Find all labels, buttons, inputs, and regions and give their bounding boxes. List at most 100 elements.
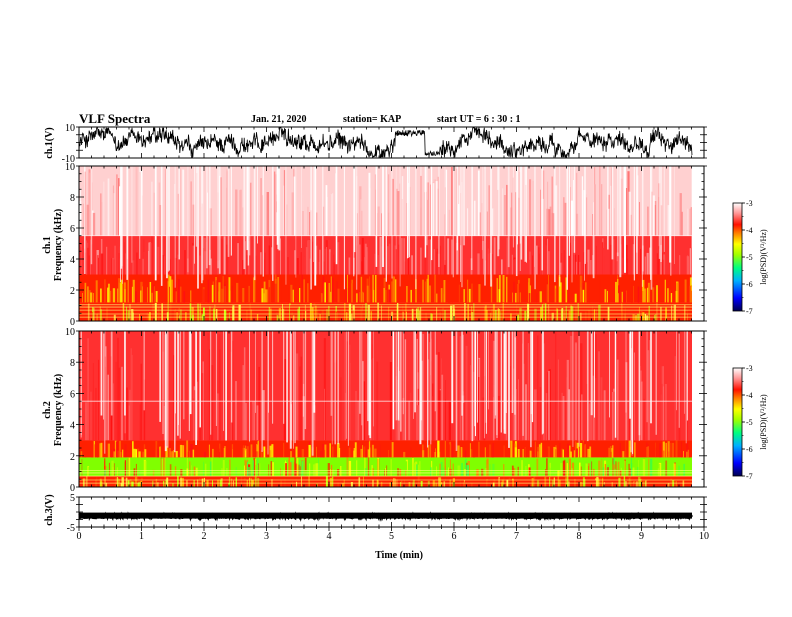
- ch2-spectrogram-impulse: [179, 331, 181, 439]
- ch1-spectrogram-streak: [418, 310, 420, 321]
- ch2-spectrogram-streak: [373, 481, 376, 487]
- ch2-spectrogram-streak: [371, 359, 372, 441]
- ch2-spectrogram-impulse: [331, 331, 333, 445]
- ch1-spectrogram-streak: [201, 314, 203, 321]
- ch1-spectrogram-streak: [362, 292, 364, 303]
- ch2-spectrogram-streak: [410, 341, 413, 441]
- ch1-spectrogram-streak: [158, 182, 161, 236]
- ch2-spectrogram-streak: [448, 467, 449, 477]
- ch2-spectrogram-streak: [562, 396, 565, 441]
- ch1-spectrogram-streak: [490, 279, 493, 303]
- ch2-spectrogram-streak: [598, 460, 601, 477]
- ch2-spectrogram-impulse: [609, 331, 610, 418]
- ch2-spectrogram-streak: [357, 400, 360, 441]
- ch2-spectrogram-impulse: [500, 331, 502, 433]
- ch1-spectrogram-streak: [555, 185, 558, 236]
- ch1-spectrogram-streak: [264, 252, 266, 275]
- ch1-spectrogram-streak: [356, 293, 358, 303]
- ch2-spectrogram-streak: [293, 447, 296, 458]
- ch1-spectrogram-streak: [644, 288, 647, 303]
- ch1-spectrogram-streak: [361, 261, 363, 275]
- ch2-spectrogram-streak: [95, 387, 97, 441]
- ch2-spectrogram-streak: [111, 449, 113, 458]
- ch1-spectrogram-streak: [182, 169, 185, 236]
- ch2-spectrogram-streak: [443, 467, 446, 476]
- ch1-spectrogram-streak: [360, 276, 363, 303]
- ch1-spectrogram-streak: [585, 179, 587, 236]
- ch2-spectrogram-streak: [513, 368, 515, 441]
- ch1-spectrogram-streak: [291, 311, 294, 321]
- ch1-spectrogram-impulse: [415, 166, 417, 290]
- ch1-spectrogram-streak: [654, 315, 655, 321]
- ch2-spectrogram-impulse: [503, 331, 505, 430]
- ch2-spectrogram-streak: [408, 400, 411, 441]
- ch2-spectrogram-streak: [211, 457, 213, 477]
- ch2-spectrogram-streak: [294, 457, 297, 477]
- ch2-colorbar-tick-label: -5: [746, 418, 753, 427]
- ch2-spectrogram-streak: [233, 348, 235, 441]
- ch2-spectrogram-streak: [133, 468, 136, 477]
- ch1-spectrogram-streak: [667, 314, 669, 321]
- ch2-spectrogram-impulse: [359, 331, 361, 414]
- ch1-spectrogram-no-data: [692, 166, 704, 321]
- ch2-spectrogram-streak: [258, 440, 259, 458]
- ch2-spectrogram-streak: [571, 462, 575, 477]
- ch2-spectrogram-streak: [385, 468, 386, 477]
- ch2-spectrogram-streak: [296, 481, 298, 487]
- ch1-spectrogram-streak: [592, 306, 593, 321]
- ch1-spectrogram-ytick-label: 8: [70, 193, 75, 204]
- ch1-spectrogram-streak: [303, 279, 305, 303]
- ch1-spectrogram-streak: [286, 204, 288, 236]
- ch2-spectrogram-streak: [104, 476, 106, 487]
- ch2-spectrogram-streak: [132, 441, 134, 458]
- ch1-spectrogram-streak: [502, 275, 505, 303]
- ch2-spectrogram-streak: [242, 365, 244, 441]
- ch2-spectrogram-streak: [671, 442, 674, 458]
- ch1-spectrogram-impulse: [249, 166, 251, 256]
- ch2-spectrogram-streak: [348, 481, 350, 487]
- ch1-spectrogram-streak: [588, 282, 591, 303]
- ch1-spectrogram-streak: [551, 176, 553, 236]
- ch1-spectrogram-streak: [633, 285, 634, 303]
- ch1-spectrogram-streak: [271, 247, 273, 275]
- ch2-spectrogram-streak: [245, 450, 247, 458]
- ch1-spectrogram-streak: [323, 261, 325, 275]
- ch1-spectrogram-streak: [396, 287, 398, 303]
- ch1-spectrogram-streak: [79, 200, 82, 236]
- ch2-spectrogram-streak: [633, 352, 635, 441]
- ch1-spectrogram-ytick-label: 4: [70, 255, 75, 266]
- ch2-spectrogram-streak: [613, 468, 616, 477]
- ch2-spectrogram-streak: [616, 462, 618, 477]
- ch2-spectrogram-streak: [244, 459, 246, 476]
- ch1-colorbar-tick-label: -5: [746, 253, 753, 262]
- ch1-spectrogram-impulse: [611, 166, 614, 260]
- ch2-spectrogram-streak: [182, 477, 184, 487]
- ch1-spectrogram-streak: [517, 314, 520, 321]
- ch2-spectrogram-streak: [299, 459, 301, 477]
- ch1-spectrogram-streak: [616, 252, 619, 275]
- ch2-spectrogram-streak: [465, 458, 467, 476]
- ch1-spectrogram-impulse: [497, 166, 500, 257]
- ch2-spectrogram-streak: [126, 387, 128, 441]
- ch2-spectrogram-impulse: [302, 331, 304, 417]
- ch1-spectrogram-streak: [632, 314, 635, 321]
- ch2-spectrogram-streak: [290, 451, 292, 458]
- ch1-spectrogram-streak: [684, 279, 687, 303]
- ch2-spectrogram-streak: [128, 457, 131, 477]
- ch1-spectrogram-streak: [198, 308, 200, 321]
- ch1-spectrogram-impulse: [195, 166, 197, 247]
- ch1-spectrogram-impulse: [559, 166, 561, 287]
- ch2-spectrogram-streak: [253, 457, 256, 477]
- ch2-spectrogram-streak: [462, 391, 464, 441]
- ch1-spectrogram-streak: [174, 257, 177, 275]
- ch1-spectrogram-impulse: [407, 166, 408, 259]
- ch1-spectrogram-impulse: [178, 166, 180, 260]
- ch2-spectrogram-streak: [252, 460, 254, 477]
- ch1-colorbar-tick-label: -4: [746, 226, 753, 235]
- ch1-spectrogram-streak: [464, 303, 466, 321]
- ch1-spectrogram-streak: [97, 255, 99, 275]
- ch1-spectrogram-streak: [565, 306, 567, 321]
- ch1-spectrogram-streak: [199, 303, 201, 321]
- ch2-spectrogram-streak: [471, 483, 473, 487]
- ch2-spectrogram-streak: [138, 451, 141, 458]
